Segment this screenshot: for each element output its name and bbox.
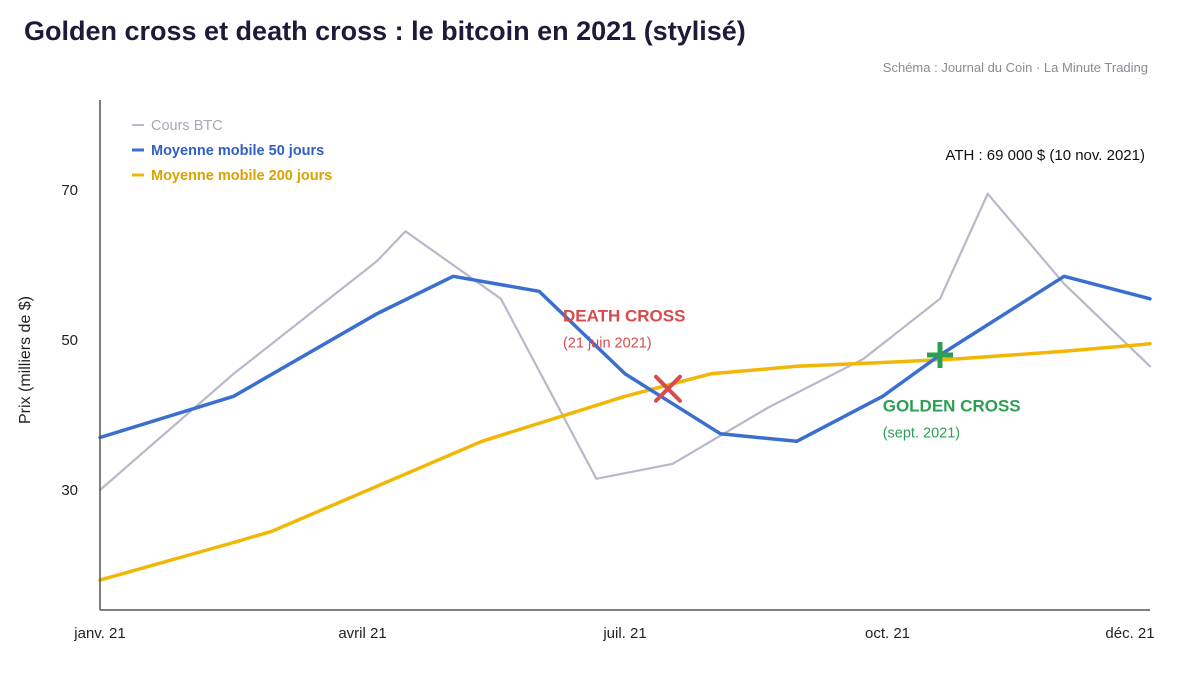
y-axis-label: Prix (milliers de $): [17, 296, 34, 424]
x-tick-label: juil. 21: [602, 625, 646, 642]
annotation-sublabel: (sept. 2021): [883, 425, 960, 441]
axes: 30 50 70 janv. 21 avril 21 juil. 21 oct. 21 déc…: [61, 100, 1155, 642]
annotation-sublabel: (21 juin 2021): [563, 335, 652, 351]
legend-label: Moyenne mobile 200 jours: [151, 168, 332, 184]
legend-label: Cours BTC: [151, 118, 223, 134]
annotation-label: GOLDEN CROSS: [883, 396, 1021, 415]
annotation-label: DEATH CROSS: [563, 306, 685, 325]
series-lines: [98, 192, 1152, 582]
x-tick-label: déc. 21: [1105, 625, 1154, 642]
x-tick-label: avril 21: [338, 625, 386, 642]
y-tick-label: 70: [61, 182, 78, 199]
chart-source: Schéma : Journal du Coin · La Minute Tra…: [882, 60, 1148, 75]
x-tick-label: oct. 21: [865, 625, 910, 642]
ath-note: ATH : 69 000 $ (10 nov. 2021): [945, 147, 1145, 164]
series-line-1: [98, 274, 1152, 444]
annotations: DEATH CROSS (21 juin 2021) GOLDEN CROSS (se…: [563, 306, 1021, 441]
legend-label: Moyenne mobile 50 jours: [151, 143, 324, 159]
y-tick-label: 50: [61, 332, 78, 349]
chart-title: Golden cross et death cross : le bitcoin…: [24, 16, 746, 46]
series-line-0: [98, 192, 1152, 492]
death-cross-marker: [653, 374, 682, 403]
y-tick-label: 30: [61, 482, 78, 499]
legend: Cours BTC Moyenne mobile 50 jours Moyenne …: [132, 118, 332, 184]
series-line-2: [98, 342, 1152, 582]
x-tick-label: janv. 21: [73, 625, 125, 642]
